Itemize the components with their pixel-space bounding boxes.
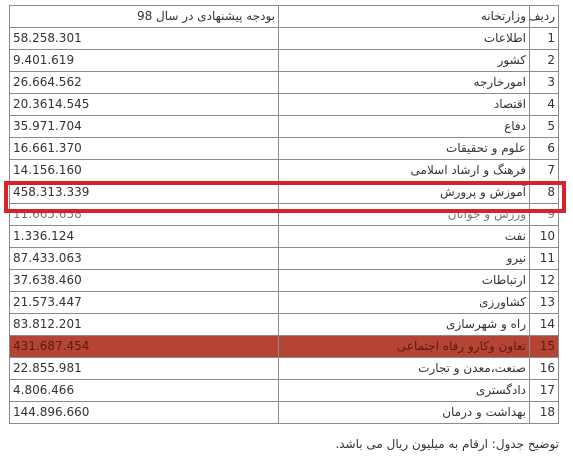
ministry-cell: ارتباطات (278, 269, 530, 292)
ministry-cell: دفاع (278, 115, 530, 138)
row-number-cell: 9 (529, 203, 559, 226)
row-number-cell: 3 (529, 71, 559, 94)
ministry-cell: صنعت،معدن و تجارت (278, 357, 530, 380)
table-row: 2 کشور 9.401.619 (9, 49, 559, 72)
table-row: 15 تعاون وکارو رفاه اجتماعی 431.687.454 (9, 335, 559, 358)
table-row: 14 راه و شهرسازی 83.812.201 (9, 313, 559, 336)
budget-cell: 87.433.063 (9, 247, 279, 270)
row-number-cell: 14 (529, 313, 559, 336)
table-row: 17 دادگستری 4.806.466 (9, 379, 559, 402)
table-row: 11 نیرو 87.433.063 (9, 247, 559, 270)
budget-cell: 14.156.160 (9, 159, 279, 182)
budget-cell: 21.573.447 (9, 291, 279, 314)
budget-cell: 1.336.124 (9, 225, 279, 248)
ministry-cell: دادگستری (278, 379, 530, 402)
budget-cell: 16.661.370 (9, 137, 279, 160)
row-number-cell: 11 (529, 247, 559, 270)
row-number-cell: 1 (529, 27, 559, 50)
ministry-cell: نیرو (278, 247, 530, 270)
table-row: 4 اقتصاد 20.3614.545 (9, 93, 559, 116)
table-header-row: ردیف وزارتخانه بودجه پیشنهادی در سال 98 (9, 5, 559, 28)
header-row-number: ردیف (529, 5, 559, 28)
row-number-cell: 15 (529, 335, 559, 358)
budget-cell: 4.806.466 (9, 379, 279, 402)
table-row: 7 فرهنگ و ارشاد اسلامی 14.156.160 (9, 159, 559, 182)
row-number-cell: 10 (529, 225, 559, 248)
budget-cell: 458.313.339 (9, 181, 279, 204)
ministry-cell: اقتصاد (278, 93, 530, 116)
budget-cell: 58.258.301 (9, 27, 279, 50)
table-row: 8 آموزش و پرورش 458.313.339 (9, 181, 559, 204)
row-number-cell: 13 (529, 291, 559, 314)
row-number-cell: 4 (529, 93, 559, 116)
row-number-cell: 18 (529, 401, 559, 424)
budget-cell: 22.855.981 (9, 357, 279, 380)
table-row: 16 صنعت،معدن و تجارت 22.855.981 (9, 357, 559, 380)
ministry-cell: امورخارجه (278, 71, 530, 94)
budget-cell: 11.665.658 (9, 203, 279, 226)
budget-cell: 26.664.562 (9, 71, 279, 94)
row-number-cell: 6 (529, 137, 559, 160)
header-budget: بودجه پیشنهادی در سال 98 (9, 5, 279, 28)
row-number-cell: 5 (529, 115, 559, 138)
ministry-cell: فرهنگ و ارشاد اسلامی (278, 159, 530, 182)
header-ministry: وزارتخانه (278, 5, 530, 28)
budget-cell: 37.638.460 (9, 269, 279, 292)
row-number-cell: 17 (529, 379, 559, 402)
ministry-cell: راه و شهرسازی (278, 313, 530, 336)
ministry-cell: اطلاعات (278, 27, 530, 50)
row-number-cell: 12 (529, 269, 559, 292)
budget-cell: 9.401.619 (9, 49, 279, 72)
table-row: 5 دفاع 35.971.704 (9, 115, 559, 138)
ministry-cell: علوم و تحقیقات (278, 137, 530, 160)
table-row: 1 اطلاعات 58.258.301 (9, 27, 559, 50)
budget-cell: 20.3614.545 (9, 93, 279, 116)
table-caption: توضیح جدول: ارقام به میلیون ریال می باشد… (335, 437, 559, 451)
ministry-cell: نفت (278, 225, 530, 248)
ministry-cell: کشور (278, 49, 530, 72)
budget-cell: 144.896.660 (9, 401, 279, 424)
budget-table: ردیف وزارتخانه بودجه پیشنهادی در سال 98 … (9, 5, 559, 424)
table-row: 10 نفت 1.336.124 (9, 225, 559, 248)
table-row: 6 علوم و تحقیقات 16.661.370 (9, 137, 559, 160)
budget-cell: 431.687.454 (9, 335, 279, 358)
row-number-cell: 7 (529, 159, 559, 182)
ministry-cell: کشاورزی (278, 291, 530, 314)
ministry-cell: تعاون وکارو رفاه اجتماعی (278, 335, 530, 358)
row-number-cell: 2 (529, 49, 559, 72)
ministry-cell: آموزش و پرورش (278, 181, 530, 204)
table-row: 13 کشاورزی 21.573.447 (9, 291, 559, 314)
budget-cell: 83.812.201 (9, 313, 279, 336)
ministry-cell: ورزش و جوانان (278, 203, 530, 226)
budget-cell: 35.971.704 (9, 115, 279, 138)
table-row: 18 بهداشت و درمان 144.896.660 (9, 401, 559, 424)
table-row: 9 ورزش و جوانان 11.665.658 (9, 203, 559, 226)
table-row: 3 امورخارجه 26.664.562 (9, 71, 559, 94)
table-body: 1 اطلاعات 58.258.301 2 کشور 9.401.619 3 امورخار… (9, 27, 559, 424)
row-number-cell: 16 (529, 357, 559, 380)
ministry-cell: بهداشت و درمان (278, 401, 530, 424)
row-number-cell: 8 (529, 181, 559, 204)
table-row: 12 ارتباطات 37.638.460 (9, 269, 559, 292)
